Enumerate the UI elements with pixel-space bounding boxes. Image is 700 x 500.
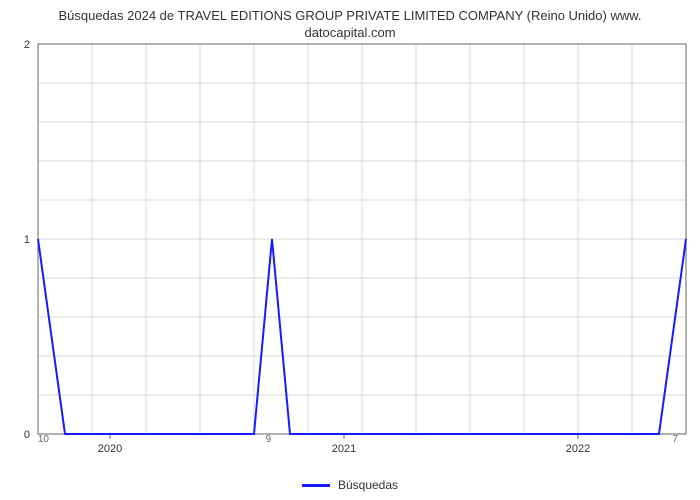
svg-text:2: 2 — [24, 39, 30, 51]
legend-swatch — [302, 484, 330, 487]
title-line1: Búsquedas 2024 de TRAVEL EDITIONS GROUP … — [58, 8, 641, 23]
svg-text:7: 7 — [672, 434, 678, 445]
svg-text:1: 1 — [24, 234, 30, 246]
chart-title: Búsquedas 2024 de TRAVEL EDITIONS GROUP … — [0, 0, 700, 44]
svg-text:2021: 2021 — [332, 443, 356, 455]
svg-text:2020: 2020 — [98, 443, 122, 455]
title-line2: datocapital.com — [304, 25, 395, 40]
plot-area: 0122020202120221097 — [38, 44, 686, 434]
svg-text:10: 10 — [38, 434, 50, 445]
svg-text:0: 0 — [24, 429, 30, 441]
svg-text:2022: 2022 — [566, 443, 590, 455]
svg-text:9: 9 — [266, 434, 272, 445]
chart-container: Búsquedas 2024 de TRAVEL EDITIONS GROUP … — [0, 0, 700, 500]
legend-label: Búsquedas — [338, 478, 398, 492]
legend: Búsquedas — [302, 478, 398, 492]
chart-svg: 0122020202120221097 — [38, 44, 686, 434]
